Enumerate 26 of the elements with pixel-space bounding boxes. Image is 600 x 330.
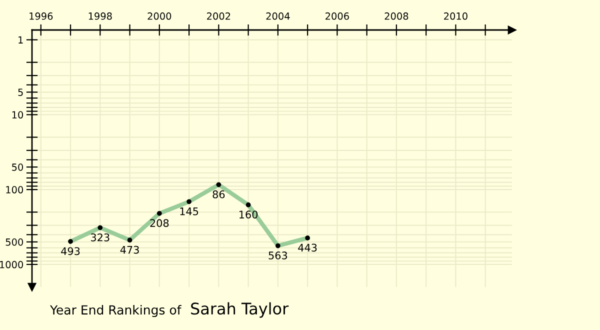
data-label: 493: [61, 247, 80, 256]
data-label: 443: [298, 244, 317, 252]
y-tick-label: 1000: [0, 260, 24, 268]
x-tick-label: 2002: [207, 12, 230, 20]
y-tick-label: 10: [12, 111, 24, 119]
text: Sarah Taylor: [191, 302, 289, 318]
data-label: 208: [150, 219, 169, 228]
x-tick-label: 1996: [30, 12, 53, 20]
y-tick-label: 1: [18, 36, 23, 44]
data-label: 86: [212, 190, 225, 198]
data-label: 563: [268, 252, 288, 260]
y-tick-label: 5: [18, 88, 23, 96]
text: Year End Rankings of: [50, 304, 182, 318]
data-label: 473: [120, 246, 139, 254]
y-tick-label: 100: [6, 186, 24, 194]
data-label: 323: [91, 233, 110, 242]
x-tick-label: 2000: [148, 12, 172, 20]
x-tick-label: 2010: [444, 12, 468, 20]
y-tick-label: 50: [12, 164, 24, 171]
data-label: 145: [180, 208, 198, 216]
x-tick-label: 2008: [384, 12, 408, 20]
y-tick-label: 500: [6, 238, 24, 246]
x-tick-label: 2006: [326, 12, 349, 20]
x-tick-label: 1998: [88, 12, 112, 20]
x-tick-label: 2004: [266, 12, 290, 20]
data-label: 160: [240, 210, 258, 218]
